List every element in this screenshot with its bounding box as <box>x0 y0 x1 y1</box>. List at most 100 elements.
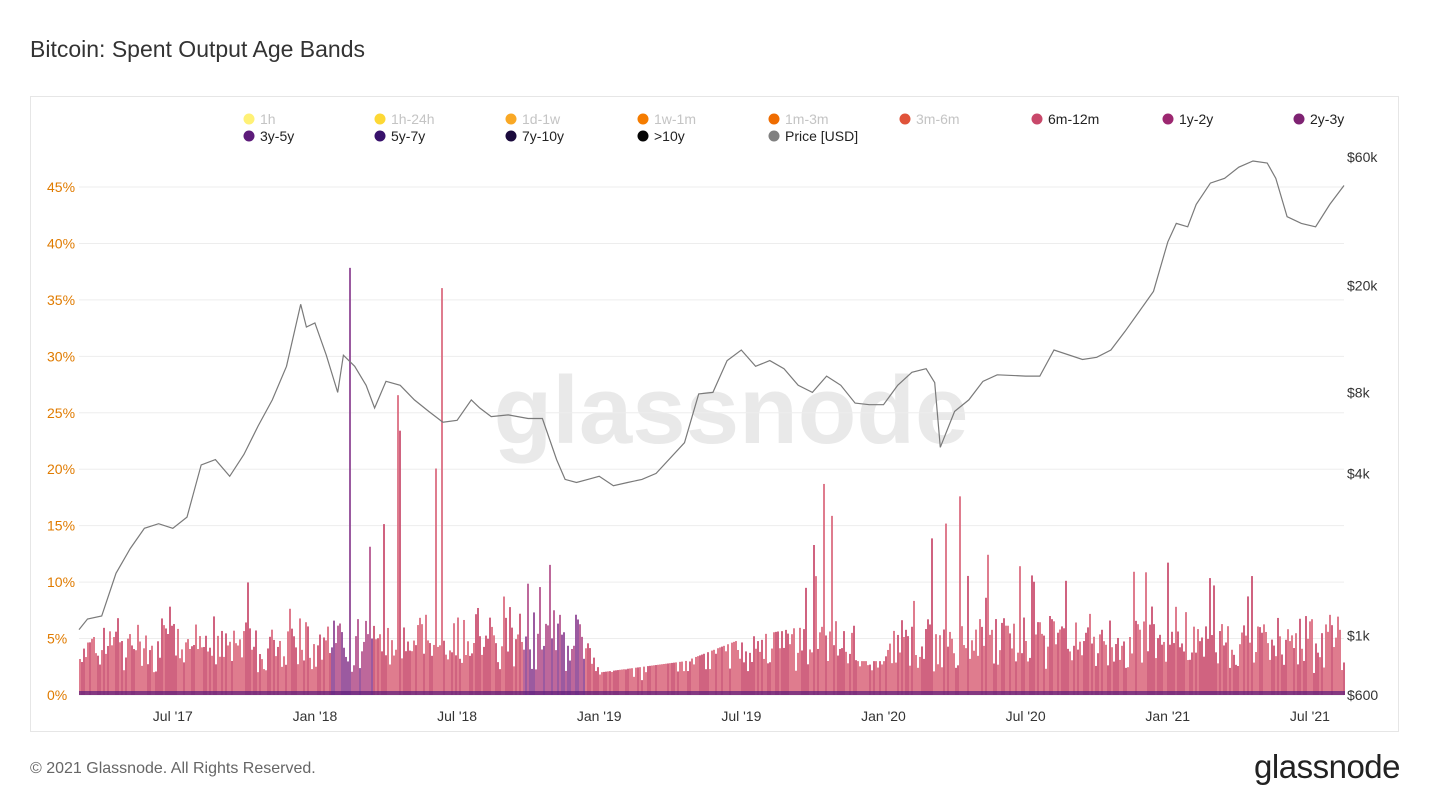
band-bar <box>495 643 497 695</box>
band-base <box>451 691 453 695</box>
band-base <box>705 691 707 695</box>
band-base <box>739 691 741 695</box>
band-base <box>455 691 457 695</box>
band-bar <box>367 634 369 695</box>
band-bar <box>1103 641 1105 695</box>
band-bar <box>903 637 905 695</box>
band-bar <box>773 632 775 695</box>
band-base <box>1313 691 1315 695</box>
band-bar <box>85 657 87 695</box>
band-base <box>205 691 207 695</box>
band-base <box>713 691 715 695</box>
band-base <box>1071 691 1073 695</box>
band-bar <box>1015 661 1017 695</box>
band-bar <box>485 635 487 695</box>
band-bar <box>861 661 863 695</box>
band-base <box>697 691 699 695</box>
band-bar <box>687 671 689 695</box>
band-bar <box>1053 621 1055 695</box>
legend-label: 1d-1w <box>522 111 561 127</box>
band-bar <box>135 650 137 695</box>
band-base <box>885 691 887 695</box>
band-bar <box>169 606 171 695</box>
band-base <box>867 691 869 695</box>
band-bar <box>923 658 925 695</box>
band-bar <box>1057 632 1059 695</box>
band-bar <box>309 657 311 695</box>
band-base <box>141 691 143 695</box>
band-bar <box>1023 617 1025 695</box>
x-tick: Jan '18 <box>293 708 338 724</box>
band-base <box>1305 691 1307 695</box>
band-base <box>1337 691 1339 695</box>
band-base <box>731 691 733 695</box>
band-base <box>685 691 687 695</box>
band-bar <box>359 668 361 695</box>
band-base <box>1001 691 1003 695</box>
band-base <box>219 691 221 695</box>
band-base <box>587 691 589 695</box>
band-base <box>1053 691 1055 695</box>
band-bar <box>631 668 633 695</box>
band-bar <box>171 625 173 695</box>
band-base <box>295 691 297 695</box>
band-bar <box>739 658 741 695</box>
band-base <box>379 691 381 695</box>
band-bar <box>1259 627 1261 695</box>
band-bar <box>593 657 595 695</box>
band-base <box>879 691 881 695</box>
band-base <box>1341 691 1343 695</box>
band-bar <box>1093 636 1095 695</box>
band-base <box>437 691 439 695</box>
band-bar <box>337 625 339 695</box>
band-base <box>491 691 493 695</box>
band-base <box>789 691 791 695</box>
band-bar <box>481 654 483 695</box>
band-bar <box>947 646 949 695</box>
band-bar <box>1285 639 1287 695</box>
band-base <box>1101 691 1103 695</box>
legend-marker <box>1293 113 1305 125</box>
band-bar <box>995 619 997 695</box>
band-base <box>949 691 951 695</box>
band-bar <box>115 631 117 695</box>
band-base <box>549 691 551 695</box>
band-bar <box>345 656 347 695</box>
band-base <box>1309 691 1311 695</box>
band-base <box>1213 691 1215 695</box>
band-bar <box>869 664 871 695</box>
band-bar <box>249 628 251 695</box>
band-bar <box>549 564 551 695</box>
band-bar <box>607 671 609 695</box>
band-bar <box>1061 626 1063 695</box>
band-base <box>547 691 549 695</box>
band-base <box>143 691 145 695</box>
band-bar <box>473 643 475 695</box>
band-base <box>735 691 737 695</box>
band-bar <box>1193 626 1195 695</box>
band-bar <box>1253 662 1255 695</box>
band-base <box>707 691 709 695</box>
band-bar <box>99 664 101 695</box>
band-bar <box>809 649 811 695</box>
band-bar <box>657 664 659 695</box>
x-tick: Jan '20 <box>861 708 906 724</box>
band-base <box>157 691 159 695</box>
band-bar <box>83 648 85 695</box>
band-bar <box>1017 652 1019 695</box>
band-base <box>1325 691 1327 695</box>
band-base <box>1067 691 1069 695</box>
band-base <box>471 691 473 695</box>
band-bar <box>1297 664 1299 695</box>
band-base <box>423 691 425 695</box>
band-bar <box>1111 647 1113 695</box>
band-base <box>1189 691 1191 695</box>
band-bar <box>197 649 199 695</box>
band-bar <box>771 648 773 695</box>
band-base <box>815 691 817 695</box>
band-base <box>801 691 803 695</box>
band-bar <box>447 659 449 695</box>
band-base <box>255 691 257 695</box>
band-bar <box>901 620 903 695</box>
band-bar <box>1139 629 1141 695</box>
